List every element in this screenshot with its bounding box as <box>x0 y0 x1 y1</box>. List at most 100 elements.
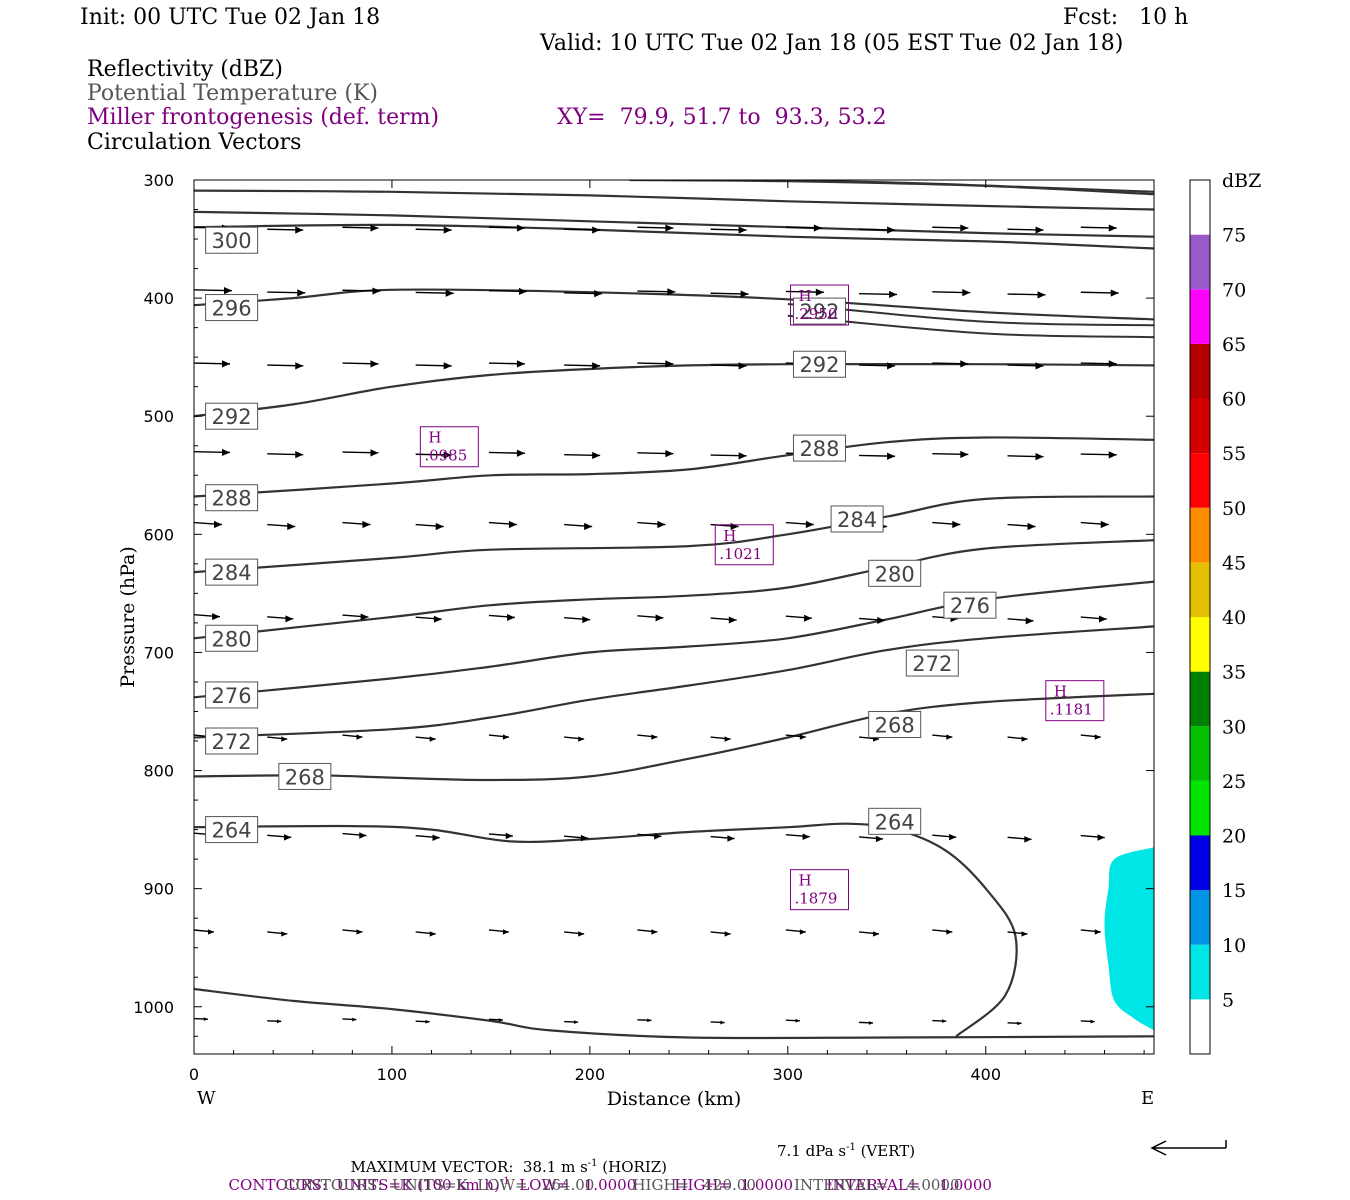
svg-text:280: 280 <box>875 562 915 586</box>
colorbar-segment <box>1190 890 1210 945</box>
circulation-vector <box>859 226 896 234</box>
theta-contour-label: 280 <box>868 559 922 587</box>
circulation-vector <box>859 452 896 460</box>
circulation-vector <box>342 832 367 839</box>
circulation-vector <box>1007 836 1032 843</box>
circulation-vector <box>932 450 969 459</box>
circulation-vector <box>342 287 381 295</box>
svg-text:264: 264 <box>212 819 252 843</box>
miller-high-marker: H.0985 <box>419 426 479 468</box>
footer-max-vert: 7.1 dPa s-1 (VERT) <box>777 1140 915 1159</box>
y-tick-label: 500 <box>143 407 174 426</box>
field-vectors: Circulation Vectors <box>87 130 302 155</box>
circulation-vector <box>342 1017 357 1022</box>
circulation-vector <box>488 734 509 740</box>
circulation-vector <box>1080 1019 1095 1024</box>
theta-contour-label: 288 <box>792 434 846 462</box>
theta-contour-272 <box>194 625 1154 739</box>
theta-contour-label: 284 <box>205 558 259 586</box>
y-tick-label: 400 <box>143 289 174 308</box>
svg-text:H: H <box>428 429 441 447</box>
circulation-vector <box>564 931 585 937</box>
reflectivity-region <box>1104 847 1154 1031</box>
theta-contour-296 <box>194 288 1154 321</box>
circulation-vector <box>1007 1021 1022 1026</box>
circulation-vector <box>194 360 231 368</box>
circulation-vector <box>859 616 886 624</box>
circulation-vector <box>564 226 601 234</box>
circulation-vector <box>267 289 306 297</box>
svg-text:292: 292 <box>799 353 839 377</box>
theta-contour-264 <box>194 822 1018 1038</box>
theta-contour-label: 292 <box>792 297 846 325</box>
circulation-vector <box>932 734 953 740</box>
circulation-vector <box>859 835 884 843</box>
colorbar-segment <box>1190 944 1210 1000</box>
circulation-vector <box>488 287 527 296</box>
circulation-vector <box>267 451 304 459</box>
circulation-vector <box>637 1018 652 1023</box>
colorbar-segment <box>1190 507 1210 563</box>
circulation-vector <box>415 289 454 297</box>
svg-text:.0985: .0985 <box>424 447 467 465</box>
circulation-vector <box>194 929 215 935</box>
circulation-vector <box>1080 224 1117 232</box>
circulation-vector <box>415 451 452 459</box>
svg-text:288: 288 <box>799 437 839 461</box>
footer-miller-tail: LOW= 1.0000 HIGH= 1.0000 INTERVAL= 1.000… <box>509 1176 992 1194</box>
colorbar-segment <box>1190 671 1210 727</box>
xy-label: XY= 79.9, 51.7 to 93.3, 53.2 <box>557 105 887 130</box>
theta-contour-280 <box>194 539 1154 640</box>
circulation-vector <box>564 290 603 298</box>
theta-contour-292 <box>194 363 1154 418</box>
footer-miller-sup: -1 <box>499 1176 510 1187</box>
circulation-vector <box>710 290 749 298</box>
circulation-vector <box>564 451 601 460</box>
circulation-vector <box>564 736 585 742</box>
miller-high-marker: H.1021 <box>714 524 774 566</box>
theta-contour-label: 296 <box>205 294 259 322</box>
circulation-vector <box>1080 520 1109 529</box>
circulation-vector <box>267 834 292 841</box>
circulation-vector <box>1007 522 1036 531</box>
circulation-vector <box>415 226 452 234</box>
svg-text:.1021: .1021 <box>719 545 762 563</box>
footer-miller-contours: CONTOURS: UNITS=K (100 km h)-1 LOW= 1.00… <box>219 1158 992 1193</box>
theta-contour-268 <box>194 692 1154 782</box>
colorbar-segment <box>1190 289 1210 344</box>
theta-contour-label: 276 <box>943 591 997 619</box>
circulation-vector <box>415 1019 430 1024</box>
x-tick-label: 0 <box>189 1065 199 1084</box>
circulation-vector <box>932 520 961 529</box>
fcst-label: Fcst: 10 h <box>1063 5 1189 30</box>
svg-text:276: 276 <box>950 594 990 618</box>
theta-contour-284 <box>194 495 1154 574</box>
footer-max-vector: MAXIMUM VECTOR: 38.1 m s-1 (HORIZ) 7.1 d… <box>341 1140 916 1191</box>
svg-text:268: 268 <box>875 713 915 737</box>
circulation-vector <box>267 615 294 623</box>
circulation-vector <box>785 929 806 935</box>
circulation-vector <box>1080 734 1101 740</box>
y-tick-label: 1000 <box>133 998 174 1017</box>
theta-contour-276 <box>194 580 1154 699</box>
colorbar-label: 15 <box>1222 880 1246 902</box>
circulation-vector <box>1080 360 1117 368</box>
circulation-vector <box>710 835 735 842</box>
valid-label: Valid: 10 UTC Tue 02 Jan 18 (05 EST Tue … <box>540 31 1124 56</box>
y-tick-label: 700 <box>143 643 174 662</box>
colorbar-label: 75 <box>1222 225 1246 247</box>
theta-contour-unlabeled-11 <box>194 189 1154 211</box>
circulation-vector <box>488 832 513 840</box>
y-axis-label: Pressure (hPa) <box>117 546 139 688</box>
circulation-vector <box>637 520 666 529</box>
colorbar-label: 5 <box>1222 989 1234 1011</box>
circulation-vector <box>342 613 369 621</box>
y-tick-label: 900 <box>143 880 174 899</box>
circulation-vector <box>785 1018 800 1023</box>
theta-contour-label: 268 <box>278 762 332 790</box>
circulation-vector <box>637 288 676 296</box>
circulation-vector <box>859 362 896 370</box>
circulation-vector <box>488 929 509 935</box>
svg-text:284: 284 <box>837 508 877 532</box>
colorbar-label: 60 <box>1222 389 1246 411</box>
